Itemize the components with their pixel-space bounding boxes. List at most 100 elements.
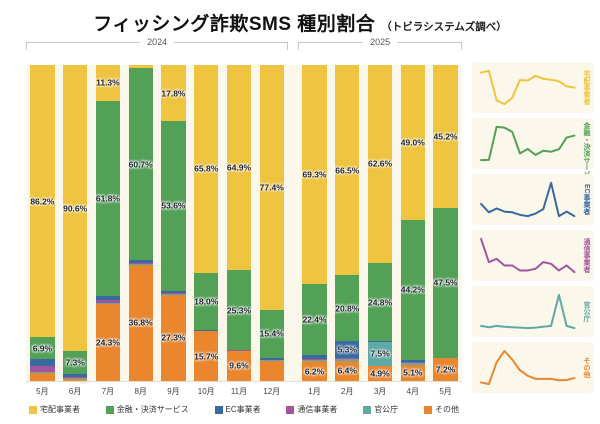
year-brackets: 2024 2025	[26, 38, 462, 53]
sparkline-svg	[477, 346, 579, 389]
segment-sonota	[194, 331, 219, 381]
segment-kinyu	[194, 272, 219, 330]
bar-column-10: 62.6% 24.8% 7.5% 4.9%	[364, 65, 397, 381]
stacked-bar-7	[259, 65, 284, 381]
segment-kankocho	[128, 263, 153, 265]
bar-value-label: 6.9%	[32, 343, 53, 354]
segment-tsushin	[161, 292, 186, 295]
bars-area: 86.2% 6.9% 90.6% 7.3% 11.3% 61.8% 24.3% 60.7% 36…	[26, 65, 462, 382]
bar-column-8: 69.3% 22.4% 6.2%	[298, 65, 331, 381]
segment-kinyu	[259, 309, 284, 359]
segment-takuhai	[63, 65, 88, 352]
segment-kinyu	[226, 270, 252, 351]
segment-kankocho	[95, 302, 121, 305]
x-tick-label: 8月	[134, 387, 147, 396]
bar-value-label: 17.8%	[161, 87, 186, 98]
bar-value-label: 90.6%	[63, 202, 88, 213]
legend-item-kankocho: 官公庁	[363, 404, 398, 415]
bar-column-2: 11.3% 61.8% 24.3%	[92, 65, 125, 381]
bar-value-label: 49.0%	[400, 137, 425, 148]
segment-kinyu	[302, 284, 327, 355]
segment-takuhai	[367, 65, 393, 263]
legend-swatch	[214, 405, 223, 414]
bar-value-label: 7.2%	[435, 364, 456, 375]
stacked-bar-9	[335, 65, 360, 381]
bar-value-label: 25.3%	[226, 304, 252, 315]
segment-sonota	[30, 373, 55, 381]
stacked-bar-2	[95, 65, 121, 381]
segment-sonota	[433, 358, 458, 381]
bar-value-label: 7.3%	[65, 357, 85, 368]
x-tick-label: 11月	[230, 387, 248, 396]
segment-kinyu	[433, 207, 458, 358]
segment-sonota	[400, 364, 425, 381]
segment-tsushin	[30, 365, 55, 372]
bar-value-label: 69.3%	[302, 169, 327, 180]
segment-kinyu	[128, 68, 153, 261]
sparkline-takuhai: 宅配事業者	[472, 62, 594, 113]
bar-value-label: 5.3%	[337, 344, 357, 354]
bar-value-label: 27.3%	[161, 332, 186, 343]
segment-sonota	[128, 264, 153, 381]
segment-sonota	[302, 361, 327, 381]
segment-ec	[335, 340, 360, 358]
sparkline-panel: 宅配事業者 金融・決済サービス EC事業者 通信事業者 官公庁 その他	[472, 38, 594, 415]
stacked-bar-6	[226, 65, 252, 381]
bar-value-label: 15.7%	[194, 350, 219, 361]
bar-column-3: 60.7% 36.8%	[124, 65, 157, 381]
legend-swatch	[105, 405, 114, 414]
segment-takuhai	[259, 65, 284, 310]
x-axis-labels: 5月 6月 7月 8月 9月 10月 11月 12月 1月 2月 3月 4月 5月	[26, 385, 462, 398]
bar-column-6: 64.9% 25.3% 9.6%	[223, 65, 256, 381]
sparkline-tsushin: 通信事業者	[472, 230, 594, 281]
chart-content: 2024 2025 86.2% 6.9% 90.6% 7.3% 11.3% 61.8% 24.…	[0, 38, 600, 415]
segment-takuhai	[95, 65, 121, 101]
segment-tsushin	[95, 300, 121, 303]
sparkline-kankocho: 官公庁	[472, 286, 594, 337]
bar-value-label: 20.8%	[335, 302, 360, 313]
bar-value-label: 5.1%	[403, 367, 423, 378]
segment-tsushin	[259, 359, 284, 361]
sparkline-kinyu: 金融・決済サービス	[472, 118, 594, 185]
sparkline-label: 宅配事業者	[583, 70, 590, 105]
bar-value-label: 53.6%	[161, 200, 186, 211]
segment-ec	[30, 359, 55, 366]
legend-label: その他	[434, 405, 459, 414]
segment-takuhai	[161, 65, 186, 122]
sparkline-svg	[477, 122, 579, 165]
sparkline-label: 通信事業者	[583, 238, 590, 273]
bar-value-label: 45.2%	[433, 131, 458, 142]
sparkline-svg	[477, 178, 579, 221]
segment-ec	[95, 296, 121, 301]
stacked-bar-11	[400, 65, 425, 381]
sparkline-label: その他	[583, 357, 590, 378]
bar-value-label: 22.4%	[302, 314, 327, 325]
segment-sonota	[63, 379, 88, 381]
x-tick-label: 10月	[197, 387, 215, 396]
segment-kankocho	[367, 341, 393, 366]
segment-tsushin	[335, 357, 360, 360]
segment-sonota	[95, 304, 121, 381]
segment-ec	[400, 359, 425, 363]
legend-label: 官公庁	[374, 405, 399, 414]
segment-ec	[128, 260, 153, 263]
stacked-bar-3	[128, 65, 153, 381]
bar-value-label: 86.2%	[30, 195, 55, 206]
segment-sonota	[259, 360, 284, 381]
legend: 宅配事業者 金融・決済サービス EC事業者 通信事業者 官公庁 その他	[26, 404, 462, 415]
segment-tsushin	[302, 358, 327, 361]
segment-kinyu	[63, 351, 88, 375]
chart-title: フィッシング詐欺SMS 種別割合	[93, 14, 376, 35]
stacked-bar-chart: 2024 2025 86.2% 6.9% 90.6% 7.3% 11.3% 61.8% 24.…	[26, 38, 462, 415]
year-label: 2025	[370, 37, 391, 47]
stacked-bar-8	[302, 65, 327, 381]
stacked-bar-0	[30, 65, 55, 381]
sparkline-svg	[477, 290, 579, 333]
legend-item-takuhai: 宅配事業者	[29, 404, 80, 415]
bar-column-9: 66.5% 20.8% 5.3% 6.4%	[331, 65, 364, 381]
year-bracket: 2024	[26, 38, 289, 53]
title-row: フィッシング詐欺SMS 種別割合 （トビラシステムズ調べ）	[0, 0, 600, 38]
bar-value-label: 11.3%	[96, 77, 120, 88]
bar-column-0: 86.2% 6.9%	[26, 65, 59, 381]
